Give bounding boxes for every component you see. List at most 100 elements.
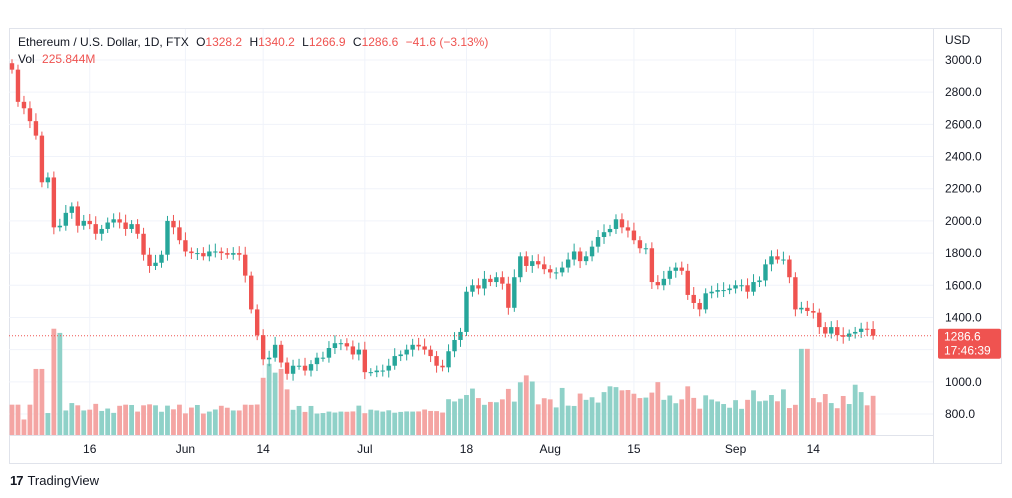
volume-bar xyxy=(864,405,870,435)
candle-body xyxy=(763,264,768,281)
volume-bar xyxy=(840,395,846,435)
ohlc-legend: Ethereum / U.S. Dollar, 1D, FTX O1328.2 … xyxy=(18,35,492,49)
candle-body xyxy=(93,224,98,234)
volume-bar xyxy=(290,409,296,435)
candle-body xyxy=(536,261,541,265)
volume-bar xyxy=(751,390,756,435)
volume-bar xyxy=(45,413,51,435)
candle-body xyxy=(488,278,493,283)
volume-bar xyxy=(452,401,457,435)
candle-body xyxy=(864,328,870,330)
volume-bar xyxy=(721,404,727,435)
price-tick-label: 2000.0 xyxy=(945,214,982,228)
time-tick-label: Sep xyxy=(725,442,747,456)
volume-bar xyxy=(177,404,182,435)
volume-bar xyxy=(332,412,338,435)
candle-body xyxy=(751,282,756,292)
time-tick-label: Aug xyxy=(540,442,561,456)
volume-bar xyxy=(350,411,356,435)
candle-body xyxy=(733,285,738,289)
candle-body xyxy=(685,270,690,295)
volume-bar xyxy=(278,368,284,435)
high-value: 1340.2 xyxy=(258,35,295,49)
candle-body xyxy=(637,240,643,249)
volume-bar xyxy=(398,411,404,435)
volume-bar xyxy=(804,348,810,435)
candle-body xyxy=(296,365,302,367)
vol-label: Vol xyxy=(18,52,35,66)
symbol-label[interactable]: Ethereum / U.S. Dollar, 1D, FTX xyxy=(18,35,189,49)
volume-bar xyxy=(757,401,762,435)
volume-bar xyxy=(691,397,697,435)
volume-bar xyxy=(798,348,804,435)
candle-body xyxy=(195,253,200,255)
volume-bar xyxy=(493,402,499,435)
tradingview-brand[interactable]: 17 TradingView xyxy=(10,473,99,488)
candle-body xyxy=(458,331,463,340)
volume-bar xyxy=(565,405,571,435)
candle-body xyxy=(697,302,702,310)
open-value: 1328.2 xyxy=(205,35,243,49)
volume-bar xyxy=(434,411,439,435)
volume-bar xyxy=(33,368,39,435)
candle-body xyxy=(266,357,272,360)
candle-body xyxy=(565,259,571,268)
volume-bar xyxy=(458,398,463,435)
volume-bar xyxy=(571,405,577,435)
candle-body xyxy=(464,291,469,332)
volume-bar xyxy=(559,387,565,435)
volume-bar xyxy=(428,410,433,435)
volume-bar xyxy=(356,405,362,435)
candle-body xyxy=(302,365,308,371)
volume-bar xyxy=(81,410,87,435)
price-tick-label: 800.0 xyxy=(945,407,975,421)
candle-body xyxy=(326,348,332,358)
candle-body xyxy=(607,228,613,233)
candle-body xyxy=(284,362,290,374)
candle-body xyxy=(254,309,260,336)
candle-body xyxy=(870,329,876,336)
candle-body xyxy=(99,228,104,234)
volume-bar xyxy=(631,393,637,435)
last-price-tag xyxy=(938,328,1001,359)
volume-bar xyxy=(619,390,625,435)
volume-bar xyxy=(242,404,248,435)
candle-body xyxy=(643,248,649,250)
volume-bar xyxy=(320,413,326,435)
candle-body xyxy=(207,251,212,257)
volume-bar xyxy=(218,405,224,435)
volume-bar xyxy=(613,387,619,435)
candle-body xyxy=(601,232,607,237)
candle-body xyxy=(416,344,421,347)
volume-bar xyxy=(685,386,691,435)
volume-bar xyxy=(380,411,386,435)
candle-body xyxy=(165,220,170,255)
volume-bar xyxy=(284,389,290,435)
volume-bar xyxy=(27,404,33,435)
volume-bar xyxy=(601,392,607,435)
volume-bar xyxy=(374,410,380,435)
volume-bar xyxy=(93,403,99,435)
price-tick-label: 1600.0 xyxy=(945,278,982,292)
volume-bar xyxy=(511,401,517,435)
volume-bar xyxy=(715,401,721,435)
candle-body xyxy=(147,254,152,266)
volume-bar xyxy=(858,392,864,435)
volume-bar xyxy=(547,399,553,435)
volume-bar xyxy=(769,395,774,435)
volume-bar xyxy=(655,382,661,435)
volume-bar xyxy=(446,399,451,435)
volume-bar xyxy=(63,410,69,435)
volume-bar xyxy=(649,392,655,435)
volume-bar xyxy=(517,382,523,435)
candle-body xyxy=(105,222,110,229)
volume-bar xyxy=(260,377,266,435)
volume-bar xyxy=(482,404,487,435)
volume-bar xyxy=(739,408,744,435)
volume-bar xyxy=(248,404,254,435)
candle-body xyxy=(440,365,445,368)
volume-bar xyxy=(386,410,392,435)
volume-bar xyxy=(607,386,613,435)
candle-body xyxy=(446,351,451,368)
